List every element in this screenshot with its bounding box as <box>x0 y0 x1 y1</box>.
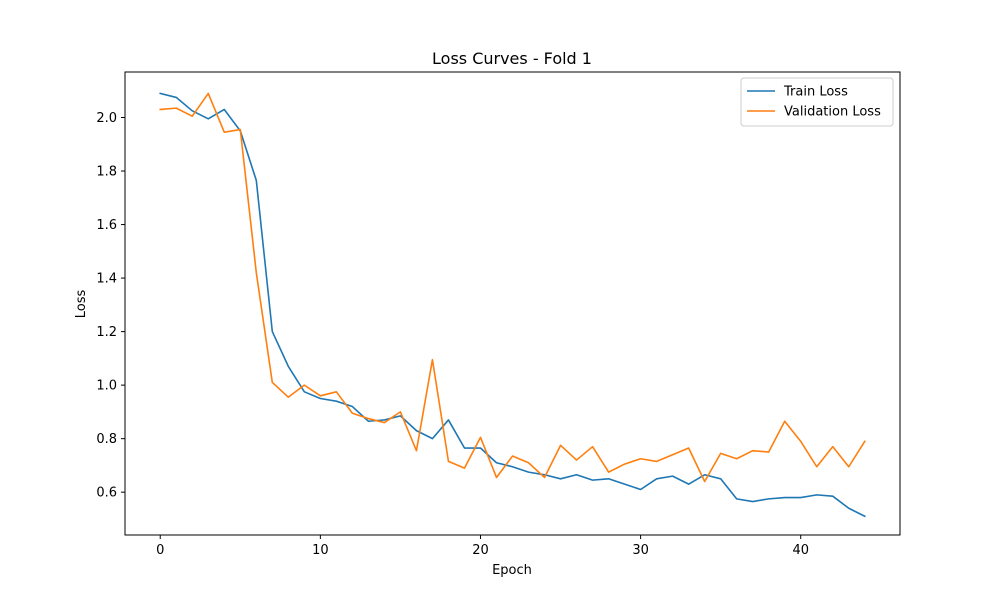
y-tick-label: 2.0 <box>96 111 117 126</box>
x-tick-label: 40 <box>792 543 809 558</box>
plot-area: 0 10 20 30 40 0.6 0.8 1.0 1.2 1.4 1.6 1.8 2.0 <box>96 71 901 558</box>
legend-label: Train Loss <box>783 85 848 100</box>
x-tick-label: 30 <box>632 543 649 558</box>
y-tick-label: 1.0 <box>96 379 117 394</box>
x-tick-label: 10 <box>312 543 329 558</box>
series-line-train-loss <box>159 92 866 518</box>
y-axis-title: Loss <box>74 290 89 319</box>
y-tick-label: 0.8 <box>96 432 117 447</box>
series-line-validation-loss <box>159 92 866 483</box>
x-axis-title: Epoch <box>492 563 532 578</box>
y-tick-label: 0.6 <box>96 486 117 501</box>
axes-frame <box>124 71 901 536</box>
y-tick-label: 1.8 <box>96 165 117 180</box>
y-tick-label: 1.4 <box>96 272 117 287</box>
x-tick-label: 20 <box>472 543 489 558</box>
legend-label: Validation Loss <box>784 105 881 120</box>
chart-title: Loss Curves - Fold 1 <box>432 49 592 68</box>
x-tick-label: 0 <box>156 543 164 558</box>
y-tick-label: 1.2 <box>96 325 117 340</box>
y-tick-label: 1.6 <box>96 218 117 233</box>
legend-box <box>740 77 894 127</box>
legend: Train Loss Validation Loss <box>740 77 894 127</box>
